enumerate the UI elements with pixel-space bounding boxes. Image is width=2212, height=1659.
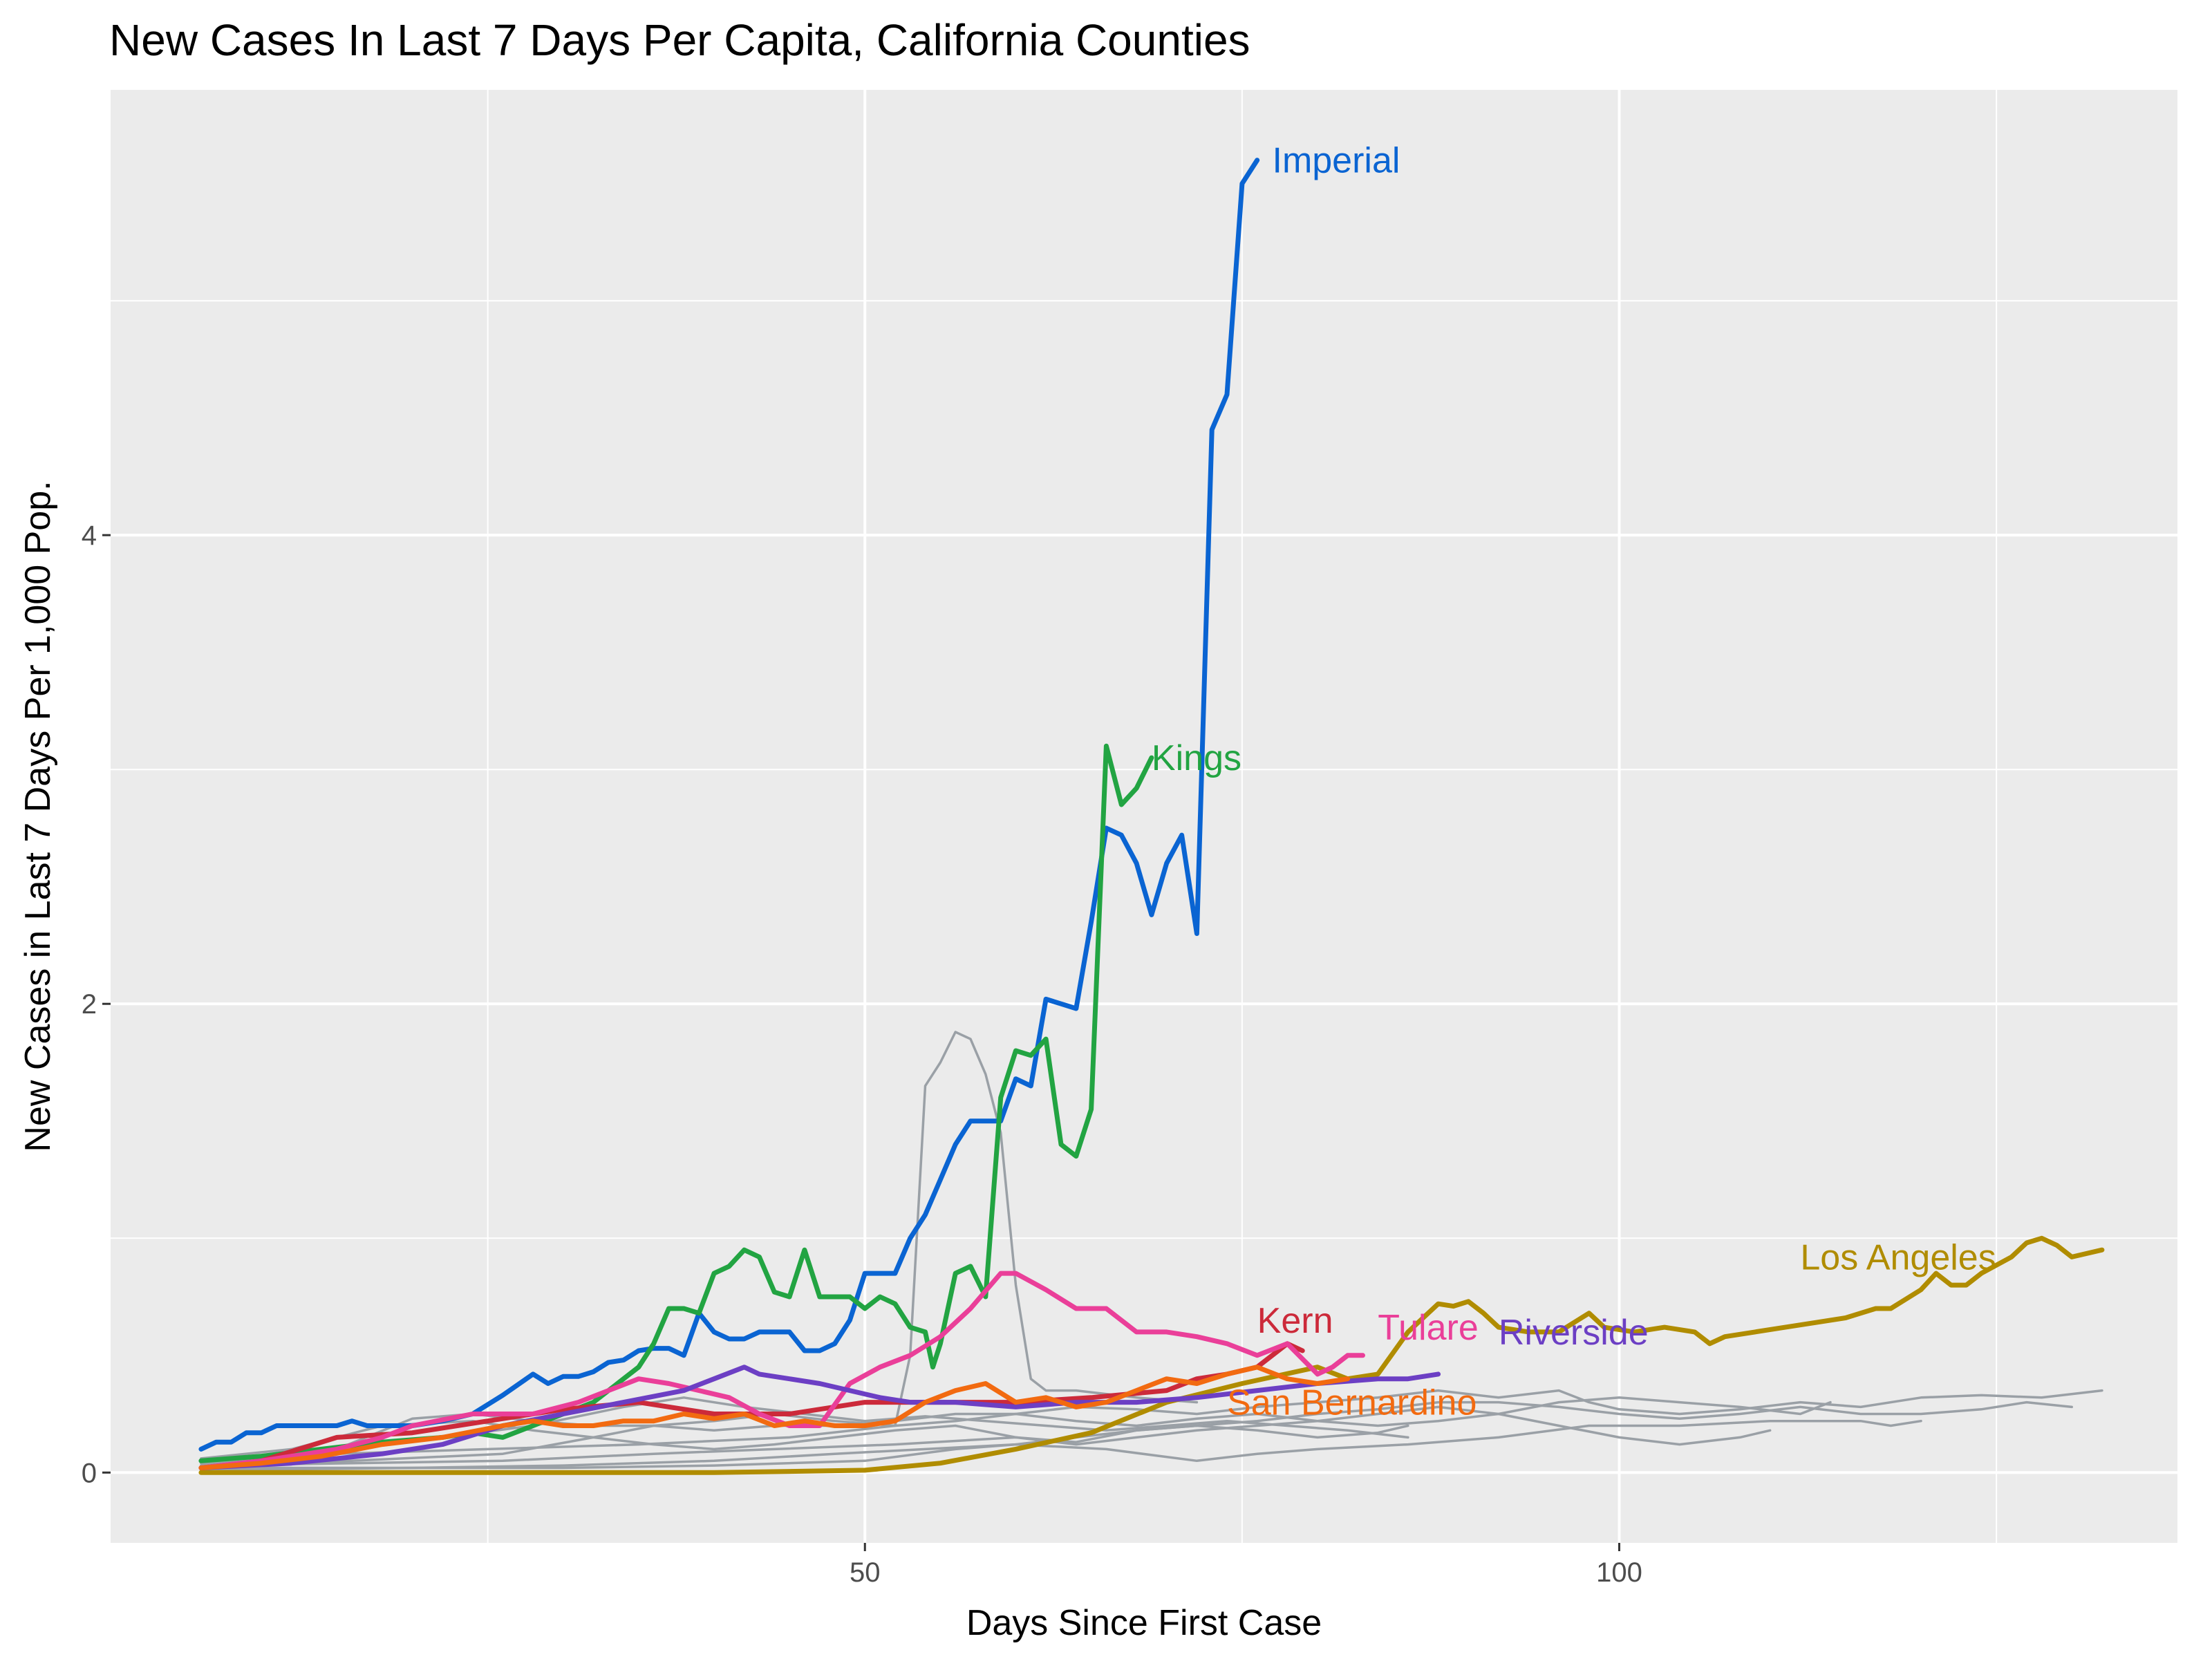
county-line-other-1 xyxy=(200,1031,1199,1463)
x-axis-title: Days Since First Case xyxy=(966,1603,1322,1643)
series-label-riverside: Riverside xyxy=(1499,1313,1649,1353)
y-tick-label: 2 xyxy=(82,989,97,1020)
chart-title: New Cases In Last 7 Days Per Capita, Cal… xyxy=(109,15,1250,65)
series-labels: Imperial Kings Los Angeles Kern Tulare Rivers… xyxy=(1152,141,1996,1423)
county-line-tulare xyxy=(198,1271,1365,1470)
series-label-kern: Kern xyxy=(1257,1301,1333,1341)
county-line-other-8 xyxy=(200,1424,1409,1467)
county-line-imperial xyxy=(198,158,1260,1452)
county-line-other-7 xyxy=(200,1396,1832,1470)
major-gridlines xyxy=(111,90,2177,1543)
x-tick-label: 50 xyxy=(850,1557,881,1588)
series-label-tulare: Tulare xyxy=(1378,1308,1478,1348)
series-label-los-angeles: Los Angeles xyxy=(1800,1237,1996,1277)
y-axis-ticks: 0 2 4 xyxy=(82,521,111,1488)
series-label-imperial: Imperial xyxy=(1273,141,1400,181)
plot-panel xyxy=(111,90,2177,1543)
x-tick-label: 100 xyxy=(1596,1557,1642,1588)
y-axis-title: New Cases in Last 7 Days Per 1,000 Pop. xyxy=(18,480,58,1152)
y-tick-label: 0 xyxy=(82,1458,97,1488)
county-line-san-bernardino xyxy=(198,1365,1351,1470)
county-line-other-5 xyxy=(200,1419,1922,1472)
x-axis-ticks: 50 100 xyxy=(850,1543,1642,1588)
series-label-san-bernardino: San Bernardino xyxy=(1227,1383,1477,1423)
county-line-other-3 xyxy=(200,1400,2073,1470)
y-tick-label: 4 xyxy=(82,521,97,551)
highlighted-counties-lines xyxy=(198,158,2105,1475)
series-label-kings: Kings xyxy=(1152,738,1241,778)
